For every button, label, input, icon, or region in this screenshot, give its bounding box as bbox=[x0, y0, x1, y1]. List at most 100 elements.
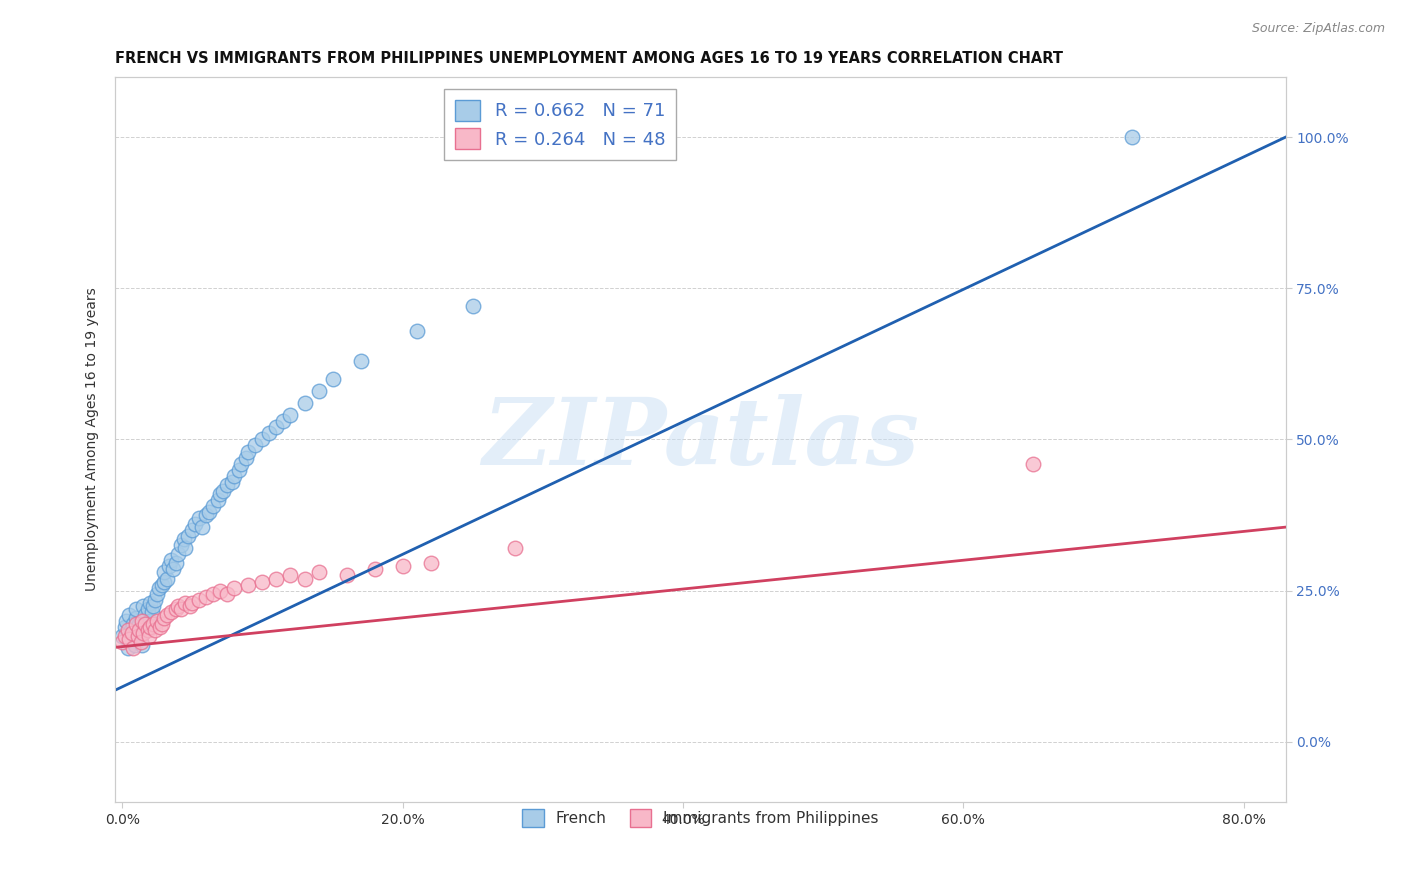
Point bbox=[136, 601, 159, 615]
Point bbox=[322, 372, 344, 386]
Text: Source: ZipAtlas.com: Source: ZipAtlas.com bbox=[1251, 22, 1385, 36]
Point bbox=[181, 596, 204, 610]
Point bbox=[503, 541, 526, 556]
Point bbox=[308, 384, 330, 398]
Text: FRENCH VS IMMIGRANTS FROM PHILIPPINES UNEMPLOYMENT AMONG AGES 16 TO 19 YEARS COR: FRENCH VS IMMIGRANTS FROM PHILIPPINES UN… bbox=[115, 51, 1063, 66]
Point bbox=[114, 620, 136, 634]
Point bbox=[134, 616, 156, 631]
Point bbox=[461, 299, 484, 313]
Point bbox=[160, 605, 183, 619]
Point bbox=[127, 629, 149, 643]
Point bbox=[124, 638, 146, 652]
Point bbox=[170, 601, 193, 615]
Point bbox=[150, 577, 173, 591]
Point bbox=[128, 623, 150, 637]
Point bbox=[138, 629, 160, 643]
Point bbox=[245, 438, 267, 452]
Point bbox=[121, 632, 143, 646]
Point bbox=[125, 611, 148, 625]
Point bbox=[139, 620, 162, 634]
Point bbox=[139, 614, 162, 628]
Point bbox=[146, 614, 169, 628]
Point bbox=[188, 592, 211, 607]
Point bbox=[142, 599, 165, 613]
Point bbox=[181, 523, 204, 537]
Point bbox=[165, 557, 187, 571]
Point bbox=[127, 623, 149, 637]
Point bbox=[405, 324, 427, 338]
Point bbox=[138, 616, 160, 631]
Point bbox=[132, 616, 155, 631]
Point bbox=[135, 623, 157, 637]
Point bbox=[184, 517, 207, 532]
Text: ZIPatlas: ZIPatlas bbox=[482, 394, 920, 484]
Point bbox=[170, 538, 193, 552]
Point bbox=[153, 566, 176, 580]
Point bbox=[143, 623, 166, 637]
Point bbox=[111, 635, 134, 649]
Point bbox=[235, 450, 257, 465]
Point bbox=[131, 638, 153, 652]
Point bbox=[117, 641, 139, 656]
Point bbox=[294, 396, 316, 410]
Point bbox=[139, 596, 162, 610]
Point bbox=[132, 599, 155, 613]
Point bbox=[308, 566, 330, 580]
Point bbox=[294, 572, 316, 586]
Point bbox=[198, 505, 221, 519]
Point bbox=[217, 586, 239, 600]
Point bbox=[252, 433, 274, 447]
Point bbox=[221, 475, 243, 489]
Point bbox=[142, 616, 165, 631]
Point bbox=[118, 607, 141, 622]
Point bbox=[224, 468, 246, 483]
Point bbox=[1121, 130, 1143, 145]
Point bbox=[146, 586, 169, 600]
Point bbox=[349, 353, 371, 368]
Point bbox=[156, 607, 179, 622]
Point bbox=[335, 568, 357, 582]
Legend: French, Immigrants from Philippines: French, Immigrants from Philippines bbox=[515, 802, 886, 835]
Point bbox=[121, 626, 143, 640]
Point bbox=[259, 426, 281, 441]
Point bbox=[128, 616, 150, 631]
Point bbox=[117, 623, 139, 637]
Point bbox=[125, 601, 148, 615]
Point bbox=[252, 574, 274, 589]
Point bbox=[195, 590, 218, 604]
Point bbox=[231, 457, 253, 471]
Point bbox=[125, 616, 148, 631]
Point bbox=[153, 611, 176, 625]
Point bbox=[209, 487, 232, 501]
Point bbox=[173, 532, 195, 546]
Point bbox=[177, 529, 200, 543]
Point bbox=[1022, 457, 1045, 471]
Point bbox=[266, 572, 288, 586]
Point bbox=[207, 492, 229, 507]
Point bbox=[167, 547, 190, 561]
Point bbox=[141, 605, 163, 619]
Point bbox=[195, 508, 218, 522]
Y-axis label: Unemployment Among Ages 16 to 19 years: Unemployment Among Ages 16 to 19 years bbox=[86, 287, 100, 591]
Point bbox=[238, 577, 260, 591]
Point bbox=[153, 574, 176, 589]
Point bbox=[156, 572, 179, 586]
Point bbox=[391, 559, 413, 574]
Point bbox=[217, 477, 239, 491]
Point bbox=[202, 586, 225, 600]
Point bbox=[174, 596, 197, 610]
Point bbox=[160, 553, 183, 567]
Point bbox=[148, 581, 170, 595]
Point bbox=[188, 511, 211, 525]
Point bbox=[224, 581, 246, 595]
Point bbox=[129, 629, 152, 643]
Point bbox=[174, 541, 197, 556]
Point bbox=[122, 616, 145, 631]
Point bbox=[118, 632, 141, 646]
Point bbox=[136, 623, 159, 637]
Point bbox=[179, 599, 201, 613]
Point bbox=[202, 499, 225, 513]
Point bbox=[212, 483, 235, 498]
Point bbox=[120, 623, 142, 637]
Point bbox=[280, 408, 302, 422]
